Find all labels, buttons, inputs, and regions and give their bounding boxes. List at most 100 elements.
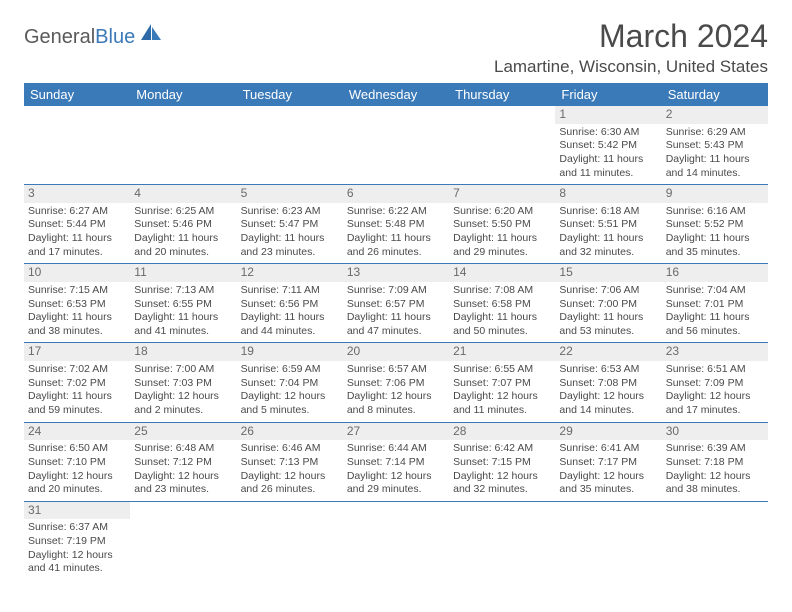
calendar-cell: 25Sunrise: 6:48 AMSunset: 7:12 PMDayligh… <box>130 422 236 501</box>
sunrise-line: Sunrise: 7:11 AM <box>241 284 339 298</box>
daylight-line1: Daylight: 11 hours <box>28 232 126 246</box>
day-number: 30 <box>662 423 768 441</box>
daylight-line2: and 50 minutes. <box>453 325 551 339</box>
logo: GeneralBlue <box>24 26 163 49</box>
daylight-line2: and 2 minutes. <box>134 404 232 418</box>
daylight-line2: and 23 minutes. <box>241 246 339 260</box>
sunset-line: Sunset: 7:06 PM <box>347 377 445 391</box>
calendar-cell-empty <box>130 106 236 185</box>
sunset-line: Sunset: 7:00 PM <box>559 298 657 312</box>
sunrise-line: Sunrise: 6:23 AM <box>241 205 339 219</box>
sunrise-line: Sunrise: 6:44 AM <box>347 442 445 456</box>
day-number: 4 <box>130 185 236 203</box>
daylight-line1: Daylight: 11 hours <box>347 311 445 325</box>
calendar-cell-empty <box>449 106 555 185</box>
daylight-line1: Daylight: 12 hours <box>28 470 126 484</box>
weekday-header: Thursday <box>449 83 555 106</box>
day-number: 23 <box>662 343 768 361</box>
location: Lamartine, Wisconsin, United States <box>494 57 768 77</box>
calendar-cell: 18Sunrise: 7:00 AMSunset: 7:03 PMDayligh… <box>130 343 236 422</box>
daylight-line2: and 14 minutes. <box>559 404 657 418</box>
day-number: 14 <box>449 264 555 282</box>
weekday-header-row: Sunday Monday Tuesday Wednesday Thursday… <box>24 83 768 106</box>
daylight-line2: and 53 minutes. <box>559 325 657 339</box>
daylight-line2: and 17 minutes. <box>666 404 764 418</box>
sunset-line: Sunset: 5:46 PM <box>134 218 232 232</box>
day-number: 28 <box>449 423 555 441</box>
daylight-line1: Daylight: 12 hours <box>559 470 657 484</box>
daylight-line2: and 14 minutes. <box>666 167 764 181</box>
calendar-cell: 6Sunrise: 6:22 AMSunset: 5:48 PMDaylight… <box>343 185 449 264</box>
sunrise-line: Sunrise: 6:22 AM <box>347 205 445 219</box>
sunrise-line: Sunrise: 6:41 AM <box>559 442 657 456</box>
sunset-line: Sunset: 7:10 PM <box>28 456 126 470</box>
calendar-cell: 26Sunrise: 6:46 AMSunset: 7:13 PMDayligh… <box>237 422 343 501</box>
day-number: 6 <box>343 185 449 203</box>
day-number: 25 <box>130 423 236 441</box>
calendar-cell-empty <box>237 106 343 185</box>
sunrise-line: Sunrise: 7:09 AM <box>347 284 445 298</box>
logo-text-general: General <box>24 26 95 48</box>
weekday-header: Monday <box>130 83 236 106</box>
sunset-line: Sunset: 7:08 PM <box>559 377 657 391</box>
daylight-line1: Daylight: 11 hours <box>453 311 551 325</box>
sunset-line: Sunset: 5:48 PM <box>347 218 445 232</box>
calendar-cell: 19Sunrise: 6:59 AMSunset: 7:04 PMDayligh… <box>237 343 343 422</box>
weekday-header: Saturday <box>662 83 768 106</box>
daylight-line1: Daylight: 11 hours <box>559 232 657 246</box>
daylight-line1: Daylight: 11 hours <box>666 311 764 325</box>
sunrise-line: Sunrise: 7:08 AM <box>453 284 551 298</box>
day-number: 11 <box>130 264 236 282</box>
day-number: 5 <box>237 185 343 203</box>
daylight-line2: and 59 minutes. <box>28 404 126 418</box>
daylight-line1: Daylight: 11 hours <box>134 311 232 325</box>
calendar-cell-empty <box>343 501 449 580</box>
sunrise-line: Sunrise: 6:42 AM <box>453 442 551 456</box>
day-number: 10 <box>24 264 130 282</box>
sunrise-line: Sunrise: 7:02 AM <box>28 363 126 377</box>
daylight-line2: and 29 minutes. <box>453 246 551 260</box>
calendar-row: 10Sunrise: 7:15 AMSunset: 6:53 PMDayligh… <box>24 264 768 343</box>
daylight-line2: and 47 minutes. <box>347 325 445 339</box>
daylight-line1: Daylight: 11 hours <box>666 232 764 246</box>
daylight-line2: and 41 minutes. <box>134 325 232 339</box>
sunset-line: Sunset: 5:50 PM <box>453 218 551 232</box>
sunrise-line: Sunrise: 6:27 AM <box>28 205 126 219</box>
sunset-line: Sunset: 7:15 PM <box>453 456 551 470</box>
day-number: 20 <box>343 343 449 361</box>
calendar-cell: 31Sunrise: 6:37 AMSunset: 7:19 PMDayligh… <box>24 501 130 580</box>
calendar-cell: 20Sunrise: 6:57 AMSunset: 7:06 PMDayligh… <box>343 343 449 422</box>
daylight-line1: Daylight: 11 hours <box>559 311 657 325</box>
sunrise-line: Sunrise: 6:16 AM <box>666 205 764 219</box>
sunrise-line: Sunrise: 6:48 AM <box>134 442 232 456</box>
sunset-line: Sunset: 6:58 PM <box>453 298 551 312</box>
calendar-cell-empty <box>130 501 236 580</box>
daylight-line1: Daylight: 11 hours <box>134 232 232 246</box>
daylight-line1: Daylight: 12 hours <box>453 390 551 404</box>
month-title: March 2024 <box>494 18 768 55</box>
calendar-cell: 9Sunrise: 6:16 AMSunset: 5:52 PMDaylight… <box>662 185 768 264</box>
sunset-line: Sunset: 6:56 PM <box>241 298 339 312</box>
calendar-cell-empty <box>555 501 661 580</box>
sunrise-line: Sunrise: 6:29 AM <box>666 126 764 140</box>
day-number: 3 <box>24 185 130 203</box>
day-number: 1 <box>555 106 661 124</box>
sunrise-line: Sunrise: 7:15 AM <box>28 284 126 298</box>
day-number: 27 <box>343 423 449 441</box>
calendar-cell: 10Sunrise: 7:15 AMSunset: 6:53 PMDayligh… <box>24 264 130 343</box>
sunset-line: Sunset: 5:51 PM <box>559 218 657 232</box>
sunset-line: Sunset: 7:18 PM <box>666 456 764 470</box>
sunrise-line: Sunrise: 6:57 AM <box>347 363 445 377</box>
sunset-line: Sunset: 7:04 PM <box>241 377 339 391</box>
day-number: 13 <box>343 264 449 282</box>
weekday-header: Friday <box>555 83 661 106</box>
sunset-line: Sunset: 7:09 PM <box>666 377 764 391</box>
daylight-line1: Daylight: 12 hours <box>241 390 339 404</box>
calendar-cell: 12Sunrise: 7:11 AMSunset: 6:56 PMDayligh… <box>237 264 343 343</box>
daylight-line2: and 35 minutes. <box>559 483 657 497</box>
calendar-cell: 23Sunrise: 6:51 AMSunset: 7:09 PMDayligh… <box>662 343 768 422</box>
sunset-line: Sunset: 5:42 PM <box>559 139 657 153</box>
day-number: 22 <box>555 343 661 361</box>
calendar-cell: 24Sunrise: 6:50 AMSunset: 7:10 PMDayligh… <box>24 422 130 501</box>
sunrise-line: Sunrise: 6:18 AM <box>559 205 657 219</box>
